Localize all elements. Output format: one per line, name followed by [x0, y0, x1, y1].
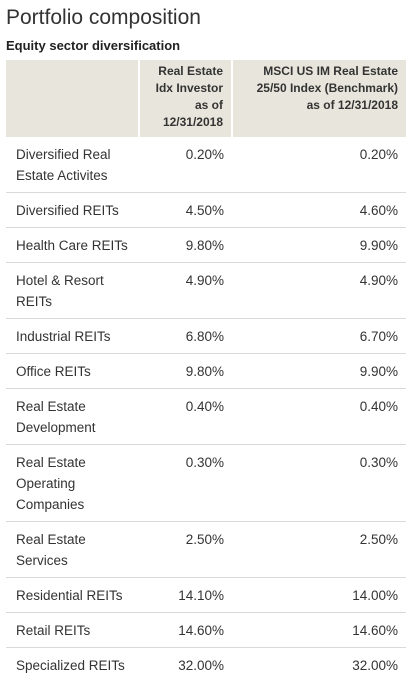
section-subtitle: Equity sector diversification: [6, 38, 408, 60]
benchmark-value: 0.30%: [232, 445, 406, 522]
benchmark-value: 6.70%: [232, 319, 406, 354]
fund-value: 14.10%: [139, 578, 232, 613]
benchmark-value: 2.50%: [232, 522, 406, 578]
benchmark-value: 4.60%: [232, 193, 406, 228]
fund-value: 9.80%: [139, 354, 232, 389]
benchmark-value: 4.90%: [232, 263, 406, 319]
benchmark-value: 9.90%: [232, 354, 406, 389]
table-header-row: Real Estate Idx Investor as of 12/31/201…: [6, 60, 406, 137]
benchmark-value: 32.00%: [232, 648, 406, 682]
benchmark-value: 9.90%: [232, 228, 406, 263]
fund-value: 0.20%: [139, 137, 232, 193]
fund-value: 4.90%: [139, 263, 232, 319]
sector-name: Diversified Real Estate Activites: [6, 137, 139, 193]
fund-value: 4.50%: [139, 193, 232, 228]
sector-name: Specialized REITs: [6, 648, 139, 682]
sector-name: Diversified REITs: [6, 193, 139, 228]
fund-value: 6.80%: [139, 319, 232, 354]
fund-value: 14.60%: [139, 613, 232, 648]
sector-name: Residential REITs: [6, 578, 139, 613]
sector-name: Real Estate Services: [6, 522, 139, 578]
fund-column-header: Real Estate Idx Investor as of 12/31/201…: [139, 60, 232, 137]
benchmark-value: 14.60%: [232, 613, 406, 648]
sector-name: Hotel & Resort REITs: [6, 263, 139, 319]
fund-value: 32.00%: [139, 648, 232, 682]
sector-name: Retail REITs: [6, 613, 139, 648]
sector-table: Real Estate Idx Investor as of 12/31/201…: [6, 60, 406, 682]
sector-name: Industrial REITs: [6, 319, 139, 354]
benchmark-value: 0.20%: [232, 137, 406, 193]
sector-name: Office REITs: [6, 354, 139, 389]
fund-value: 0.40%: [139, 389, 232, 445]
fund-value: 0.30%: [139, 445, 232, 522]
fund-value: 2.50%: [139, 522, 232, 578]
benchmark-value: 0.40%: [232, 389, 406, 445]
benchmark-value: 14.00%: [232, 578, 406, 613]
sector-name: Real Estate Operating Companies: [6, 445, 139, 522]
fund-value: 9.80%: [139, 228, 232, 263]
sector-name: Real Estate Development: [6, 389, 139, 445]
page-title: Portfolio composition: [6, 0, 408, 38]
sector-column-header: [6, 60, 139, 137]
sector-name: Health Care REITs: [6, 228, 139, 263]
benchmark-column-header: MSCI US IM Real Estate 25/50 Index (Benc…: [232, 60, 406, 137]
